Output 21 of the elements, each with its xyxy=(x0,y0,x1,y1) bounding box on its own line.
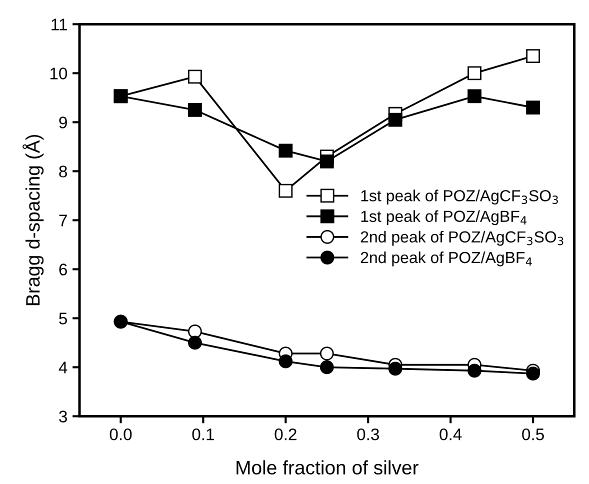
y-tick-label: 3 xyxy=(59,410,67,422)
y-axis-title: Bragg d-spacing (Å) xyxy=(22,134,44,306)
legend-label: 2nd peak of POZ/AgBF$_{4}$ xyxy=(360,251,532,266)
x-tick-label: 0.0 xyxy=(110,428,132,440)
legend-label: 1st peak of POZ/AgBF$_{4}$ xyxy=(361,210,527,226)
legend-label: 2nd peak of POZ/AgCF$_{3}$SO$_{3}$ xyxy=(360,230,564,246)
x-tick-label: 0.1 xyxy=(192,428,214,440)
y-tick-label: 4 xyxy=(58,362,68,374)
x-tick-label: 0.2 xyxy=(274,428,296,440)
y-tick-label: 8 xyxy=(59,166,67,178)
y-tick-label: 7 xyxy=(59,214,67,226)
y-tick-label: 11 xyxy=(52,18,67,30)
y-tick-label: 9 xyxy=(59,116,67,128)
x-axis-title: Mole fraction of silver xyxy=(236,460,418,475)
y-tick-label: 5 xyxy=(59,312,68,324)
y-tick-label: 10 xyxy=(50,68,68,80)
legend-label: 1st peak of POZ/AgCF$_{3}$SO$_{3}$ xyxy=(361,190,558,205)
y-tick-label: 6 xyxy=(59,264,67,276)
x-tick-label: 0.4 xyxy=(440,428,462,440)
x-tick-label: 0.3 xyxy=(357,428,379,440)
x-tick-label: 0.5 xyxy=(522,428,544,440)
